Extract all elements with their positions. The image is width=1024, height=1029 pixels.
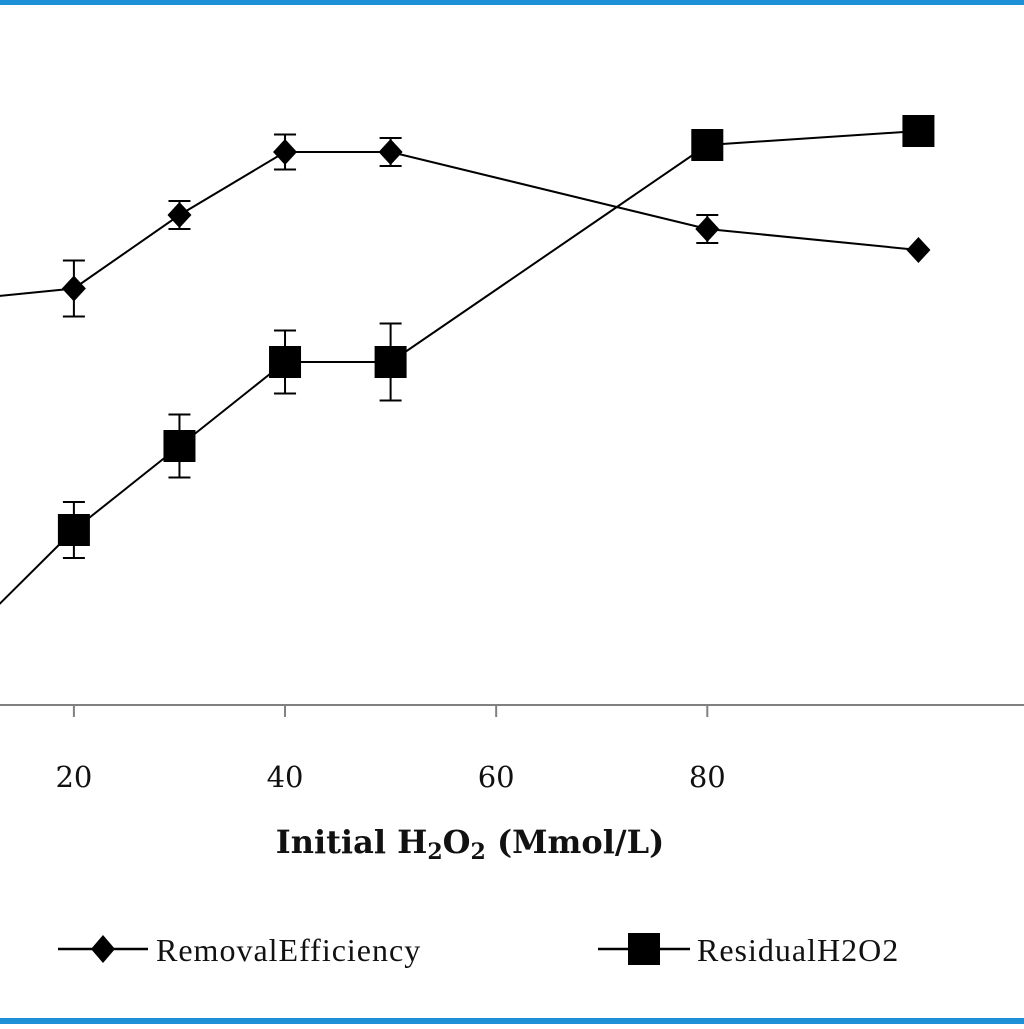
data-point-square [374,346,407,378]
data-point-diamond [695,216,720,242]
data-point-diamond [167,202,192,228]
series-line [0,130,919,605]
x-ticks: 20 40 60 80 [55,705,726,794]
x-tick-label: 40 [267,760,304,794]
series-1 [0,133,931,318]
x-axis-label-part: O [443,823,471,861]
x-axis-label: Initial H2O2 (Mmol/L) [276,823,664,865]
data-point-square [269,346,302,378]
x-tick-label: 20 [55,760,92,794]
x-axis-label-part: (Mmol/L) [486,823,664,861]
series-layer [0,115,935,605]
series-2 [0,115,935,605]
legend-item-removal: RemovalEfficiency [58,932,421,968]
line-chart: 20 40 60 80 Initial H2O2 (Mmol/L) RemovalEf… [0,115,1024,968]
data-point-diamond [273,139,298,165]
legend-label-removal: RemovalEfficiency [156,932,421,968]
data-point-diamond [906,237,931,263]
data-point-diamond [378,139,403,165]
legend-label-residual: ResidualH2O2 [697,932,899,968]
data-point-square [902,115,935,147]
data-point-diamond [61,275,86,302]
x-axis-label-part: Initial H [276,823,428,861]
legend-square-marker [628,933,660,965]
legend: RemovalEfficiency ResidualH2O2 [58,932,899,968]
data-point-square [57,514,90,546]
x-axis-label-sub: 2 [471,839,486,865]
legend-item-residual: ResidualH2O2 [598,932,899,968]
legend-diamond-marker [91,935,115,963]
x-tick-label: 60 [478,760,515,794]
x-axis-label-sub: 2 [427,839,442,865]
data-point-square [691,129,724,161]
x-tick-label: 80 [689,760,726,794]
series-line [0,151,919,297]
data-point-square [163,430,196,462]
